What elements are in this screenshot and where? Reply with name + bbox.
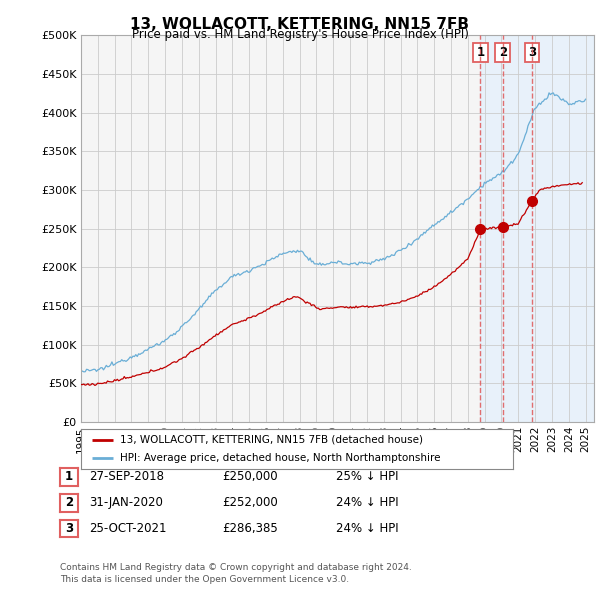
Text: 24% ↓ HPI: 24% ↓ HPI	[336, 522, 398, 535]
Text: 25% ↓ HPI: 25% ↓ HPI	[336, 470, 398, 483]
Text: 1: 1	[476, 46, 484, 59]
Text: 24% ↓ HPI: 24% ↓ HPI	[336, 496, 398, 509]
Text: 2: 2	[65, 496, 73, 509]
Text: 1: 1	[65, 470, 73, 483]
Text: 25-OCT-2021: 25-OCT-2021	[89, 522, 166, 535]
Text: 3: 3	[65, 522, 73, 535]
Text: 2: 2	[499, 46, 507, 59]
Polygon shape	[480, 35, 594, 422]
Text: Contains HM Land Registry data © Crown copyright and database right 2024.
This d: Contains HM Land Registry data © Crown c…	[60, 563, 412, 584]
Text: 31-JAN-2020: 31-JAN-2020	[89, 496, 163, 509]
Text: Price paid vs. HM Land Registry's House Price Index (HPI): Price paid vs. HM Land Registry's House …	[131, 28, 469, 41]
Text: £252,000: £252,000	[222, 496, 278, 509]
Text: HPI: Average price, detached house, North Northamptonshire: HPI: Average price, detached house, Nort…	[120, 453, 440, 463]
Text: £250,000: £250,000	[222, 470, 278, 483]
Text: 13, WOLLACOTT, KETTERING, NN15 7FB: 13, WOLLACOTT, KETTERING, NN15 7FB	[131, 17, 470, 31]
Text: £286,385: £286,385	[222, 522, 278, 535]
Text: 3: 3	[528, 46, 536, 59]
Text: 13, WOLLACOTT, KETTERING, NN15 7FB (detached house): 13, WOLLACOTT, KETTERING, NN15 7FB (deta…	[120, 435, 423, 445]
Text: 27-SEP-2018: 27-SEP-2018	[89, 470, 164, 483]
